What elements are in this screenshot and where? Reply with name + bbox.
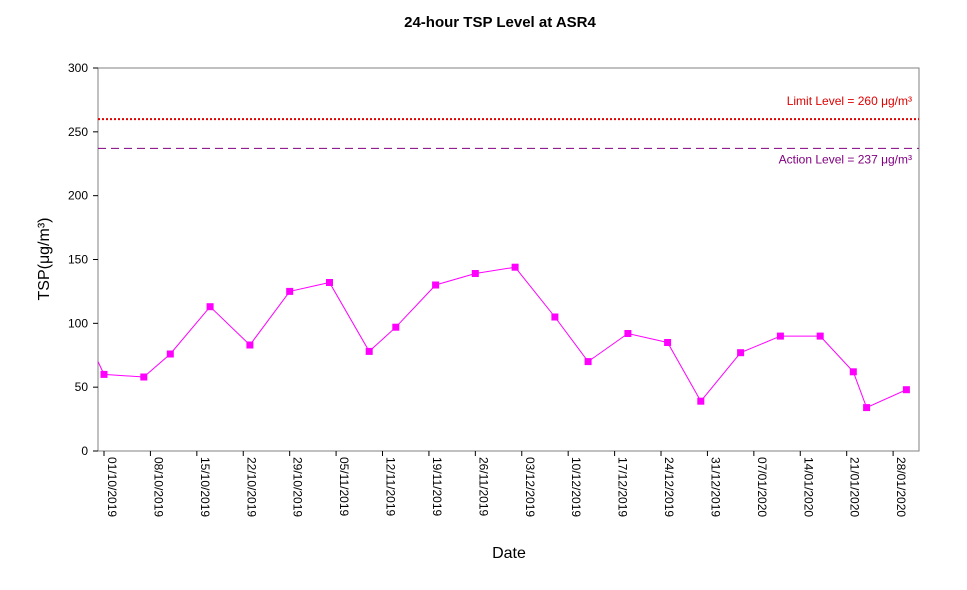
data-point [326, 279, 333, 286]
x-tick-label: 21/01/2020 [848, 457, 862, 517]
data-point [816, 332, 824, 340]
x-axis: 01/10/2019 08/10/2019 15/10/2019 22/10/2019… [103, 451, 908, 517]
data-point [849, 368, 857, 376]
data-point [737, 349, 745, 357]
data-point [664, 339, 672, 346]
data-point [365, 347, 373, 355]
data-point [863, 404, 871, 412]
reference-lines: Limit Level = 260 μg/m³ Action Level = 23… [98, 94, 919, 166]
x-tick-label: 14/01/2020 [801, 457, 815, 517]
plot-area [97, 67, 920, 452]
data-point [100, 370, 108, 378]
x-tick-label: 29/10/2019 [291, 457, 305, 517]
data-point [584, 358, 592, 366]
data-point [166, 350, 174, 358]
series-layer [97, 263, 910, 412]
chart-title: 24-hour TSP Level at ASR4 [404, 14, 596, 31]
x-tick-label: 07/01/2020 [755, 457, 769, 517]
x-tick-label: 19/11/2019 [430, 457, 444, 516]
x-tick-label: 24/12/2019 [662, 457, 676, 517]
y-tick-label: 50 [75, 380, 89, 394]
data-point [246, 341, 254, 349]
x-axis-label: Date [492, 545, 526, 562]
data-point [286, 287, 294, 295]
x-tick-label: 05/11/2019 [337, 457, 351, 516]
y-tick-label: 250 [68, 125, 88, 139]
data-point [206, 303, 214, 311]
x-tick-label: 22/10/2019 [244, 457, 258, 517]
data-point [776, 332, 784, 340]
x-tick-label: 03/12/2019 [523, 457, 537, 517]
series-line [103, 266, 907, 409]
y-axis: 0 50 100 150 200 250 300 [68, 61, 98, 458]
data-point [902, 386, 910, 394]
data-point [511, 263, 519, 271]
y-tick-label: 300 [68, 61, 88, 75]
data-point [551, 313, 559, 321]
data-point [697, 397, 705, 405]
y-axis-label: TSP(μg/m³) [36, 218, 53, 301]
x-tick-label: 10/12/2019 [569, 457, 583, 517]
y-tick-label: 200 [68, 189, 88, 203]
reference-line-label: Limit Level = 260 μg/m³ [787, 94, 912, 108]
data-point [392, 323, 400, 331]
x-tick-label: 17/12/2019 [616, 457, 630, 517]
x-tick-label: 28/01/2020 [894, 457, 908, 517]
reference-line-label: Action Level = 237 μg/m³ [779, 152, 912, 166]
data-point [471, 270, 479, 277]
x-tick-label: 12/11/2019 [384, 457, 398, 516]
x-tick-label: 01/10/2019 [105, 457, 119, 517]
y-tick-label: 100 [68, 316, 88, 330]
data-point [624, 330, 632, 337]
y-tick-label: 150 [68, 253, 88, 267]
data-point [140, 373, 148, 381]
y-tick-label: 0 [81, 444, 88, 458]
x-tick-label: 08/10/2019 [151, 457, 165, 517]
x-tick-label: 26/11/2019 [476, 457, 490, 516]
data-point [432, 281, 440, 289]
x-tick-label: 31/12/2019 [708, 457, 722, 517]
x-tick-label: 15/10/2019 [198, 457, 212, 517]
